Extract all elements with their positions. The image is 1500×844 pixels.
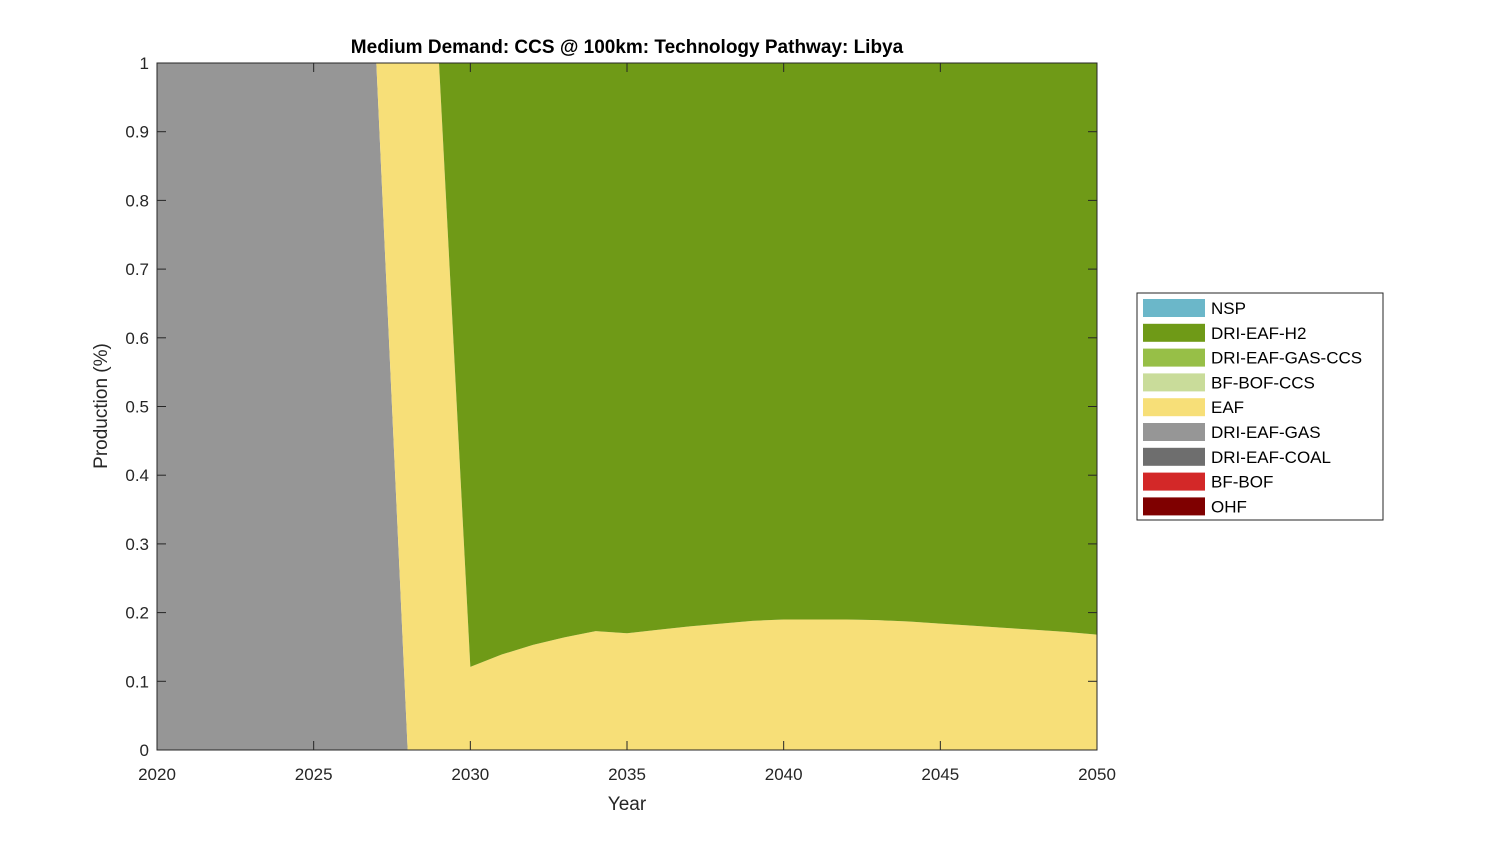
- chart-title: Medium Demand: CCS @ 100km: Technology P…: [351, 37, 904, 58]
- legend-swatch-bf-bof-ccs: [1143, 373, 1205, 392]
- y-tick-label: 1: [140, 54, 149, 73]
- legend-label-dri-eaf-coal: DRI-EAF-COAL: [1211, 448, 1331, 467]
- x-tick-label: 2025: [295, 765, 333, 784]
- legend: NSP DRI-EAF-H2 DRI-EAF-GAS-CCS BF-BOF-CCS EA…: [1136, 292, 1384, 521]
- legend-swatch-dri-eaf-h2: [1143, 323, 1205, 342]
- legend-label-ohf: OHF: [1211, 497, 1247, 516]
- legend-swatch-dri-eaf-gas-ccs: [1143, 348, 1205, 367]
- legend-label-nsp: NSP: [1211, 299, 1246, 318]
- area-dri-eaf-h2: [157, 63, 1097, 667]
- area-eaf: [157, 63, 1097, 750]
- legend-label-dri-eaf-gas: DRI-EAF-GAS: [1211, 423, 1321, 442]
- legend-swatch-dri-eaf-gas: [1143, 423, 1205, 441]
- x-tick-label: 2050: [1078, 765, 1116, 784]
- x-tick-label: 2045: [921, 765, 959, 784]
- plot-areas: [157, 63, 1097, 750]
- legend-label-bf-bof: BF-BOF: [1211, 473, 1273, 492]
- y-axis-label: Production (%): [91, 343, 112, 469]
- y-tick-label: 0.8: [125, 191, 149, 210]
- axis-ticks: 2020 2025 2030 2035 2040 2045 2050 0 0.1 0.2 0.3 0.…: [125, 54, 1116, 784]
- x-tick-label: 2030: [451, 765, 489, 784]
- legend-label-dri-eaf-h2: DRI-EAF-H2: [1211, 324, 1306, 343]
- y-tick-label: 0.4: [125, 466, 149, 485]
- legend-swatch-eaf: [1143, 398, 1205, 417]
- x-tick-label: 2040: [765, 765, 803, 784]
- legend-swatch-bf-bof: [1143, 472, 1205, 491]
- legend-label-dri-eaf-gas-ccs: DRI-EAF-GAS-CCS: [1211, 349, 1362, 368]
- y-tick-label: 0.9: [125, 123, 149, 142]
- y-tick-label: 0.1: [125, 672, 149, 691]
- x-axis-label: Year: [608, 794, 647, 815]
- legend-label-eaf: EAF: [1211, 398, 1244, 417]
- y-tick-label: 0: [140, 741, 149, 760]
- x-tick-label: 2035: [608, 765, 646, 784]
- legend-swatch-ohf: [1143, 497, 1205, 516]
- legend-swatch-dri-eaf-coal: [1143, 447, 1205, 466]
- x-tick-label: 2020: [138, 765, 176, 784]
- legend-label-bf-bof-ccs: BF-BOF-CCS: [1211, 373, 1315, 392]
- y-tick-label: 0.3: [125, 535, 149, 554]
- y-tick-label: 0.6: [125, 329, 149, 348]
- y-tick-label: 0.7: [125, 260, 149, 279]
- area-dri-eaf-gas: [157, 63, 1097, 750]
- y-tick-label: 0.5: [125, 398, 149, 417]
- legend-swatch-nsp: [1143, 299, 1205, 317]
- y-tick-label: 0.2: [125, 604, 149, 623]
